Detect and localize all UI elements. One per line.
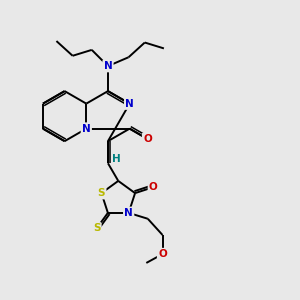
Text: N: N: [82, 124, 91, 134]
Text: N: N: [124, 208, 133, 218]
Text: O: O: [158, 249, 167, 259]
Text: N: N: [125, 99, 134, 109]
Text: N: N: [103, 61, 112, 71]
Text: O: O: [149, 182, 158, 192]
Text: S: S: [93, 224, 100, 233]
Text: O: O: [143, 134, 152, 144]
Text: H: H: [112, 154, 121, 164]
Text: S: S: [98, 188, 105, 198]
